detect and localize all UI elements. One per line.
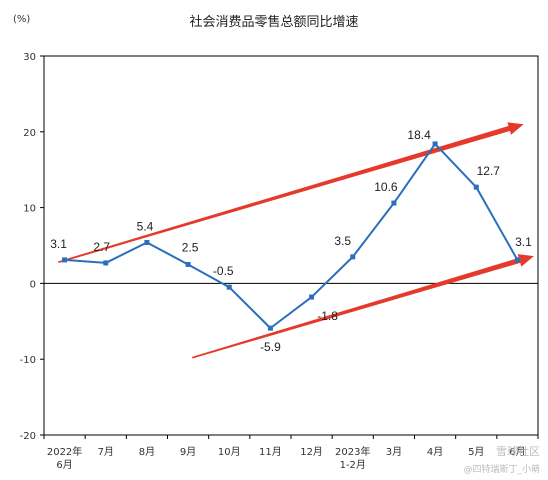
data-point — [473, 184, 479, 190]
data-label: 18.4 — [407, 128, 431, 142]
x-tick-label: 4月 — [427, 446, 443, 458]
watermark: 雪球社区 — [496, 444, 540, 458]
series-path — [64, 142, 519, 330]
data-label: 3.5 — [334, 234, 351, 248]
data-point — [432, 141, 438, 147]
data-label: 2.7 — [93, 240, 110, 254]
unit-label: (%) — [13, 14, 30, 25]
trend-arrow — [191, 254, 534, 359]
data-point — [309, 294, 315, 300]
x-tick-label: 5月 — [468, 446, 484, 458]
data-point — [350, 254, 356, 260]
chart-title: 社会消费品零售总额同比增速 — [189, 14, 358, 30]
y-tick-label: 20 — [23, 128, 36, 139]
x-tick-label: 6月 — [509, 446, 525, 458]
data-label: 10.6 — [374, 180, 398, 194]
data-label: 3.1 — [50, 237, 67, 251]
data-point — [391, 200, 397, 206]
data-labels: 3.1 2.7 5.4 2.5 -0.5 -5.9 -1.8 3.5 10.6 18.4 12.7 3… — [50, 128, 532, 354]
data-point — [144, 239, 150, 245]
data-label: 5.4 — [137, 219, 154, 233]
x-tick-label: 8月 — [139, 446, 155, 458]
y-tick-label: -10 — [20, 355, 36, 366]
x-tick-label: 9月 — [180, 446, 196, 458]
trend-arrow — [58, 122, 524, 264]
x-tick-label: 3月 — [386, 446, 402, 458]
x-tick-label: 1-2月 — [340, 459, 366, 471]
data-label: -1.8 — [317, 309, 338, 323]
y-axis: -20 -10 0 10 20 30 — [20, 52, 538, 442]
x-tick-label: 2022年 — [47, 445, 82, 458]
data-label: 2.5 — [182, 240, 199, 254]
y-tick-label: 0 — [30, 279, 36, 290]
data-point — [267, 325, 273, 331]
data-point — [62, 257, 68, 263]
x-tick-label: 11月 — [259, 446, 282, 458]
watermark-sub: @四特瑞斯丁_小萌 — [463, 463, 540, 475]
x-tick-label: 6月 — [56, 459, 72, 471]
data-point — [185, 261, 191, 267]
y-tick-label: 10 — [23, 204, 36, 215]
series-line — [62, 141, 520, 331]
data-point — [226, 284, 232, 290]
x-tick-label: 12月 — [300, 446, 323, 458]
data-label: 3.1 — [515, 235, 532, 249]
x-tick-label: 10月 — [218, 446, 241, 458]
data-label: -5.9 — [260, 340, 281, 354]
x-tick-label: 7月 — [98, 446, 114, 458]
y-tick-label: -20 — [20, 431, 36, 442]
trend-arrows — [58, 122, 534, 359]
x-tick-label: 2023年 — [335, 445, 370, 458]
y-tick-label: 30 — [23, 52, 36, 63]
data-point — [514, 257, 520, 263]
data-label: -0.5 — [213, 264, 234, 278]
data-label: 12.7 — [477, 164, 501, 178]
data-point — [103, 260, 109, 266]
